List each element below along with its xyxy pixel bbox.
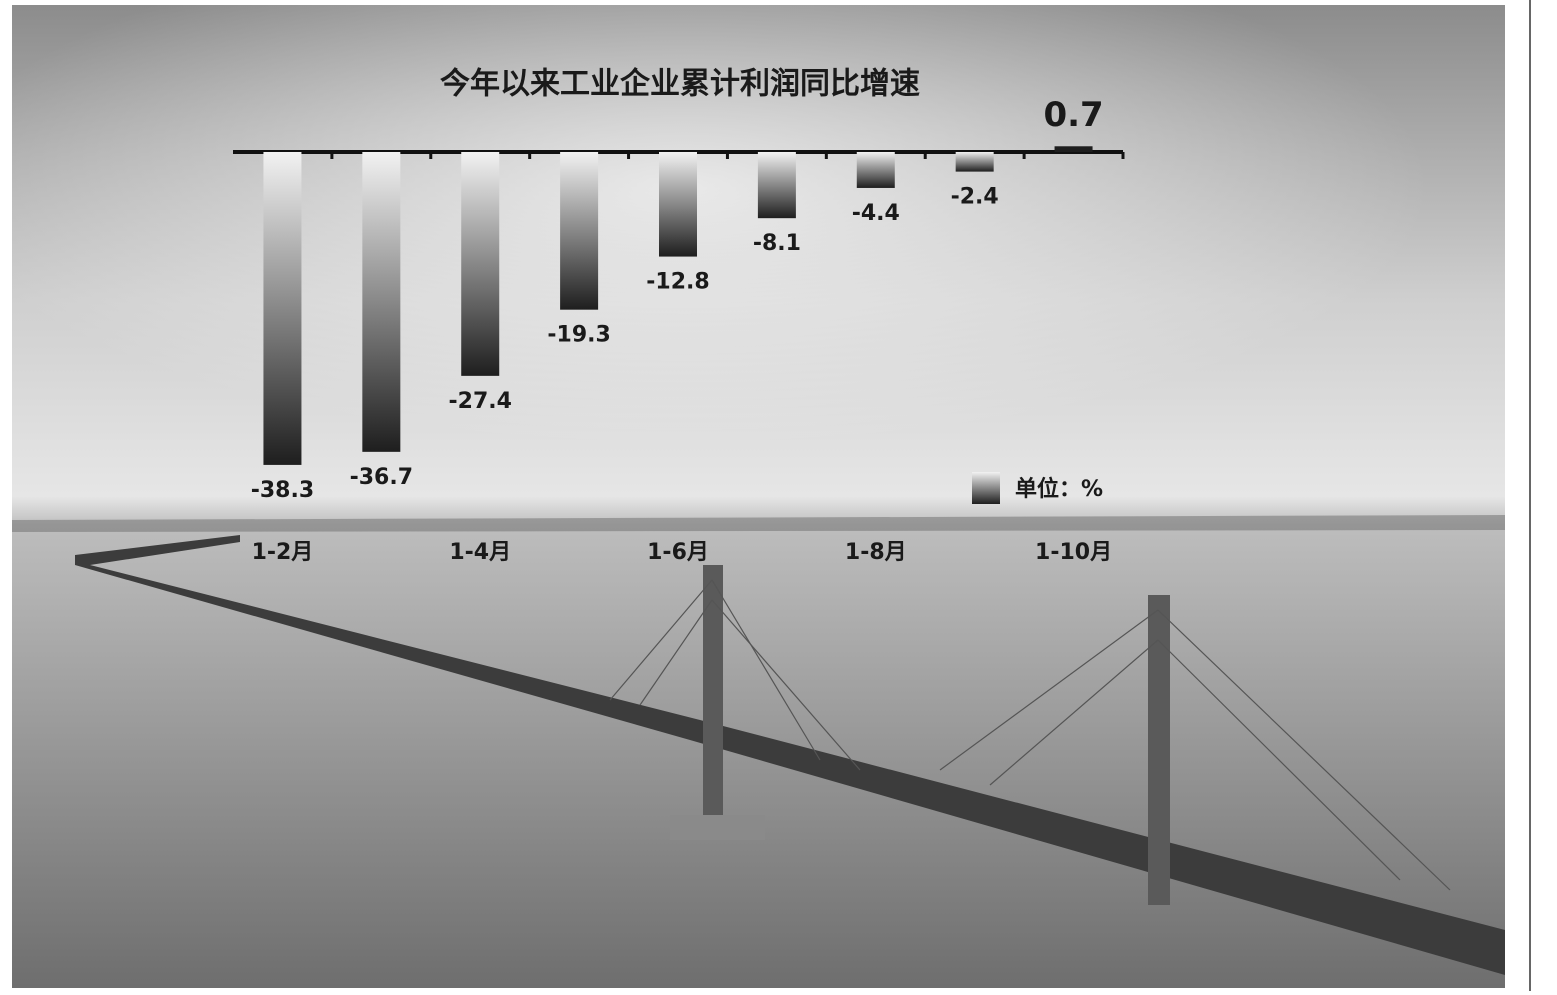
x-tick-label: 1-10月 [1035, 540, 1112, 565]
value-label: -38.3 [251, 478, 314, 503]
bar [461, 152, 500, 376]
value-label: 0.7 [1043, 95, 1103, 135]
bar [560, 152, 599, 310]
x-tick-label: 1-4月 [449, 540, 511, 565]
legend-swatch [972, 472, 1000, 504]
value-label: -12.8 [646, 270, 709, 295]
x-tick-label: 1-2月 [252, 540, 314, 565]
bar [955, 152, 994, 172]
bar [1054, 146, 1093, 152]
bar [757, 152, 796, 219]
x-tick-label: 1-8月 [845, 540, 907, 565]
bar [659, 152, 697, 257]
bar [856, 152, 895, 188]
bar [263, 152, 302, 465]
x-tick-label: 1-6月 [647, 540, 709, 565]
value-label: -36.7 [350, 465, 413, 490]
unit-label: 单位：% [1015, 476, 1103, 502]
value-label: -8.1 [753, 231, 801, 256]
bar [362, 152, 401, 452]
value-label: -4.4 [852, 201, 900, 226]
value-label: -2.4 [951, 185, 999, 210]
chart-title: 今年以来工业企业累计利润同比增速 [440, 67, 920, 102]
value-label: -19.3 [547, 323, 610, 348]
value-label: -27.4 [449, 389, 512, 414]
